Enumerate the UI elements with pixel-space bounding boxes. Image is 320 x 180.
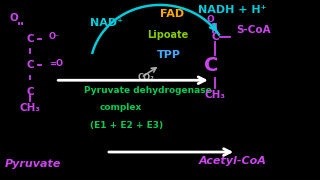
Text: O: O <box>207 15 215 24</box>
Text: O: O <box>10 13 19 23</box>
Text: complex: complex <box>100 103 142 112</box>
Text: C: C <box>211 32 219 42</box>
Text: Pyruvate: Pyruvate <box>4 159 61 169</box>
Text: O⁻: O⁻ <box>49 32 60 41</box>
Text: S-CoA: S-CoA <box>236 25 271 35</box>
Text: Lipoate: Lipoate <box>147 30 188 40</box>
Text: NAD⁺: NAD⁺ <box>90 18 123 28</box>
Text: C: C <box>26 34 34 44</box>
Text: C: C <box>26 87 34 97</box>
Text: C: C <box>26 60 34 70</box>
Text: C: C <box>204 56 218 75</box>
Text: NADH + H⁺: NADH + H⁺ <box>198 5 267 15</box>
Text: Pyruvate dehydrogenase: Pyruvate dehydrogenase <box>84 86 212 94</box>
Text: FAD: FAD <box>160 9 184 19</box>
Text: CH₃: CH₃ <box>204 90 225 100</box>
Text: Acetyl-CoA: Acetyl-CoA <box>199 156 267 166</box>
Text: CH₃: CH₃ <box>20 103 40 113</box>
Text: CO₂: CO₂ <box>138 73 155 82</box>
Text: (E1 + E2 + E3): (E1 + E2 + E3) <box>90 121 163 130</box>
Text: TPP: TPP <box>157 50 181 60</box>
Text: =O: =O <box>49 59 63 68</box>
